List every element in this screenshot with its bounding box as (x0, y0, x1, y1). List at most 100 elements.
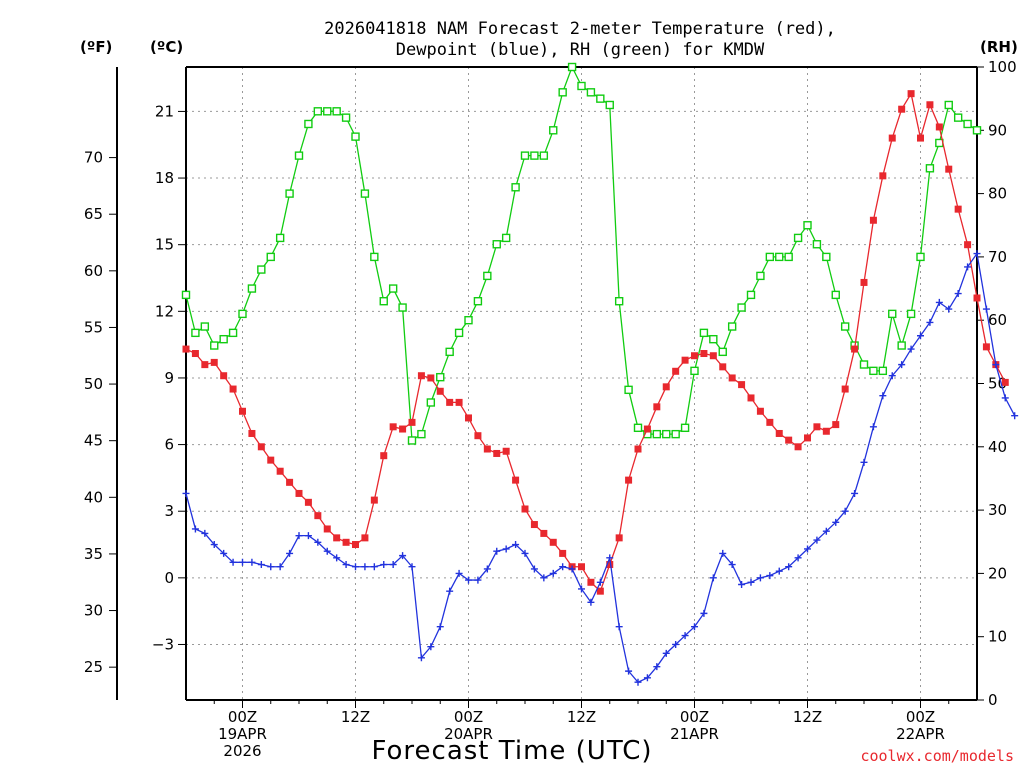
celsius-axis-label: (ºC) (150, 38, 183, 56)
dewpoint-point (446, 587, 454, 595)
time-tick-label: 12Z (793, 708, 822, 726)
celsius-tick-label: 12 (155, 302, 174, 320)
celsius-tick-label: 15 (155, 236, 174, 254)
rh-point (219, 334, 228, 344)
dewpoint-point (756, 574, 764, 582)
rh-point (596, 94, 605, 103)
dewpoint-point (361, 563, 369, 571)
dewpoint-point (1001, 394, 1009, 402)
rh-point (341, 113, 351, 122)
temperature-point (841, 385, 849, 393)
rh-point (520, 151, 530, 160)
rh-point (756, 271, 765, 281)
temperature-point (304, 498, 312, 506)
dewpoint-point (286, 549, 294, 557)
dewpoint-point (700, 609, 708, 617)
temperature-point (540, 529, 548, 537)
temperature-point (822, 427, 830, 435)
rh-tick-label: 40 (988, 438, 1007, 456)
dewpoint-point (813, 536, 821, 544)
temperature-point (709, 352, 717, 360)
rh-point (775, 252, 784, 262)
rh-point (822, 252, 831, 262)
temperature-point (973, 294, 981, 302)
dewpoint-point (587, 598, 595, 606)
dewpoint-point (389, 561, 397, 569)
temperature-point (408, 418, 416, 426)
temperature-point (813, 423, 821, 431)
dewpoint-point (625, 667, 633, 675)
rh-point (727, 322, 737, 331)
fahrenheit-tick-label: 55 (84, 318, 103, 336)
rh-point (492, 240, 501, 249)
celsius-tick-label: −3 (152, 635, 174, 653)
time-tick-label: 2026 (223, 742, 261, 760)
rh-point (388, 284, 398, 293)
dewpoint-point (785, 563, 793, 571)
temperature-point (766, 418, 774, 426)
dewpoint-point (502, 545, 510, 553)
rh-point (360, 189, 370, 198)
celsius-tick-label: 0 (164, 569, 174, 587)
temperature-line (185, 91, 1006, 593)
rh-point (511, 183, 520, 192)
dewpoint-point (596, 578, 604, 586)
dewpoint-point (182, 489, 190, 497)
celsius-ticks: −3 0 3 6 9 12 15 18 21 (152, 102, 186, 653)
dewpoint-point (634, 678, 642, 686)
rh-point (473, 297, 483, 306)
dewpoint-point (248, 558, 256, 566)
dewpoint-point (295, 532, 303, 540)
celsius-tick-label: 9 (164, 369, 174, 387)
rh-point (897, 341, 906, 350)
dewpoint-series (182, 250, 1019, 686)
time-tick-label: 00Z (680, 708, 709, 726)
temperature-point (935, 123, 943, 131)
rh-point (577, 81, 586, 91)
fahrenheit-tick-label: 40 (84, 488, 103, 506)
temperature-point (380, 452, 388, 460)
dewpoint-point (483, 565, 491, 573)
dewpoint-point (399, 552, 407, 560)
rh-point (709, 334, 718, 344)
dewpoint-point (766, 572, 774, 580)
dewpoint-point (568, 565, 576, 573)
temperature-point (606, 561, 614, 569)
dewpoint-point (578, 585, 585, 593)
time-tick-label: 12Z (567, 708, 596, 726)
dewpoint-point (201, 529, 209, 537)
time-tick-label: 22APR (896, 725, 945, 743)
time-tick-label: 12Z (341, 708, 370, 726)
temperature-point (879, 172, 887, 180)
title-line-1: 2026041818 NAM Forecast 2-meter Temperat… (324, 19, 836, 39)
title-line-2: Dewpoint (blue), RH (green) for KMDW (396, 40, 765, 60)
dewpoint-point (1011, 412, 1019, 420)
rh-point (944, 100, 953, 110)
temperature-point (681, 356, 689, 364)
rh-point (417, 429, 426, 439)
rh-point (737, 303, 746, 312)
rh-axis-label: (RH) (980, 38, 1018, 56)
temperature-point (898, 105, 906, 113)
dewpoint-point (860, 458, 868, 466)
temperature-point (785, 436, 793, 444)
dewpoint-point (408, 563, 416, 571)
temperature-point (691, 352, 698, 360)
credit-text: coolwx.com/models (860, 747, 1014, 765)
temperature-point (248, 429, 256, 437)
dewpoint-point (352, 563, 359, 571)
fahrenheit-tick-label: 70 (84, 149, 103, 167)
dewpoint-point (559, 563, 567, 571)
celsius-tick-label: 6 (164, 436, 174, 454)
temperature-point (257, 443, 265, 451)
dewpoint-point (747, 578, 755, 586)
temperature-point (201, 361, 209, 369)
rh-point (718, 347, 727, 357)
dewpoint-point (314, 538, 322, 546)
fahrenheit-ticks: 25 30 35 40 45 50 55 60 65 70 (84, 149, 117, 676)
rh-point (181, 290, 191, 300)
fahrenheit-tick-label: 60 (84, 262, 103, 280)
celsius-tick-label: 21 (155, 102, 174, 120)
temperature-point (728, 374, 736, 382)
temperature-point (427, 374, 435, 382)
